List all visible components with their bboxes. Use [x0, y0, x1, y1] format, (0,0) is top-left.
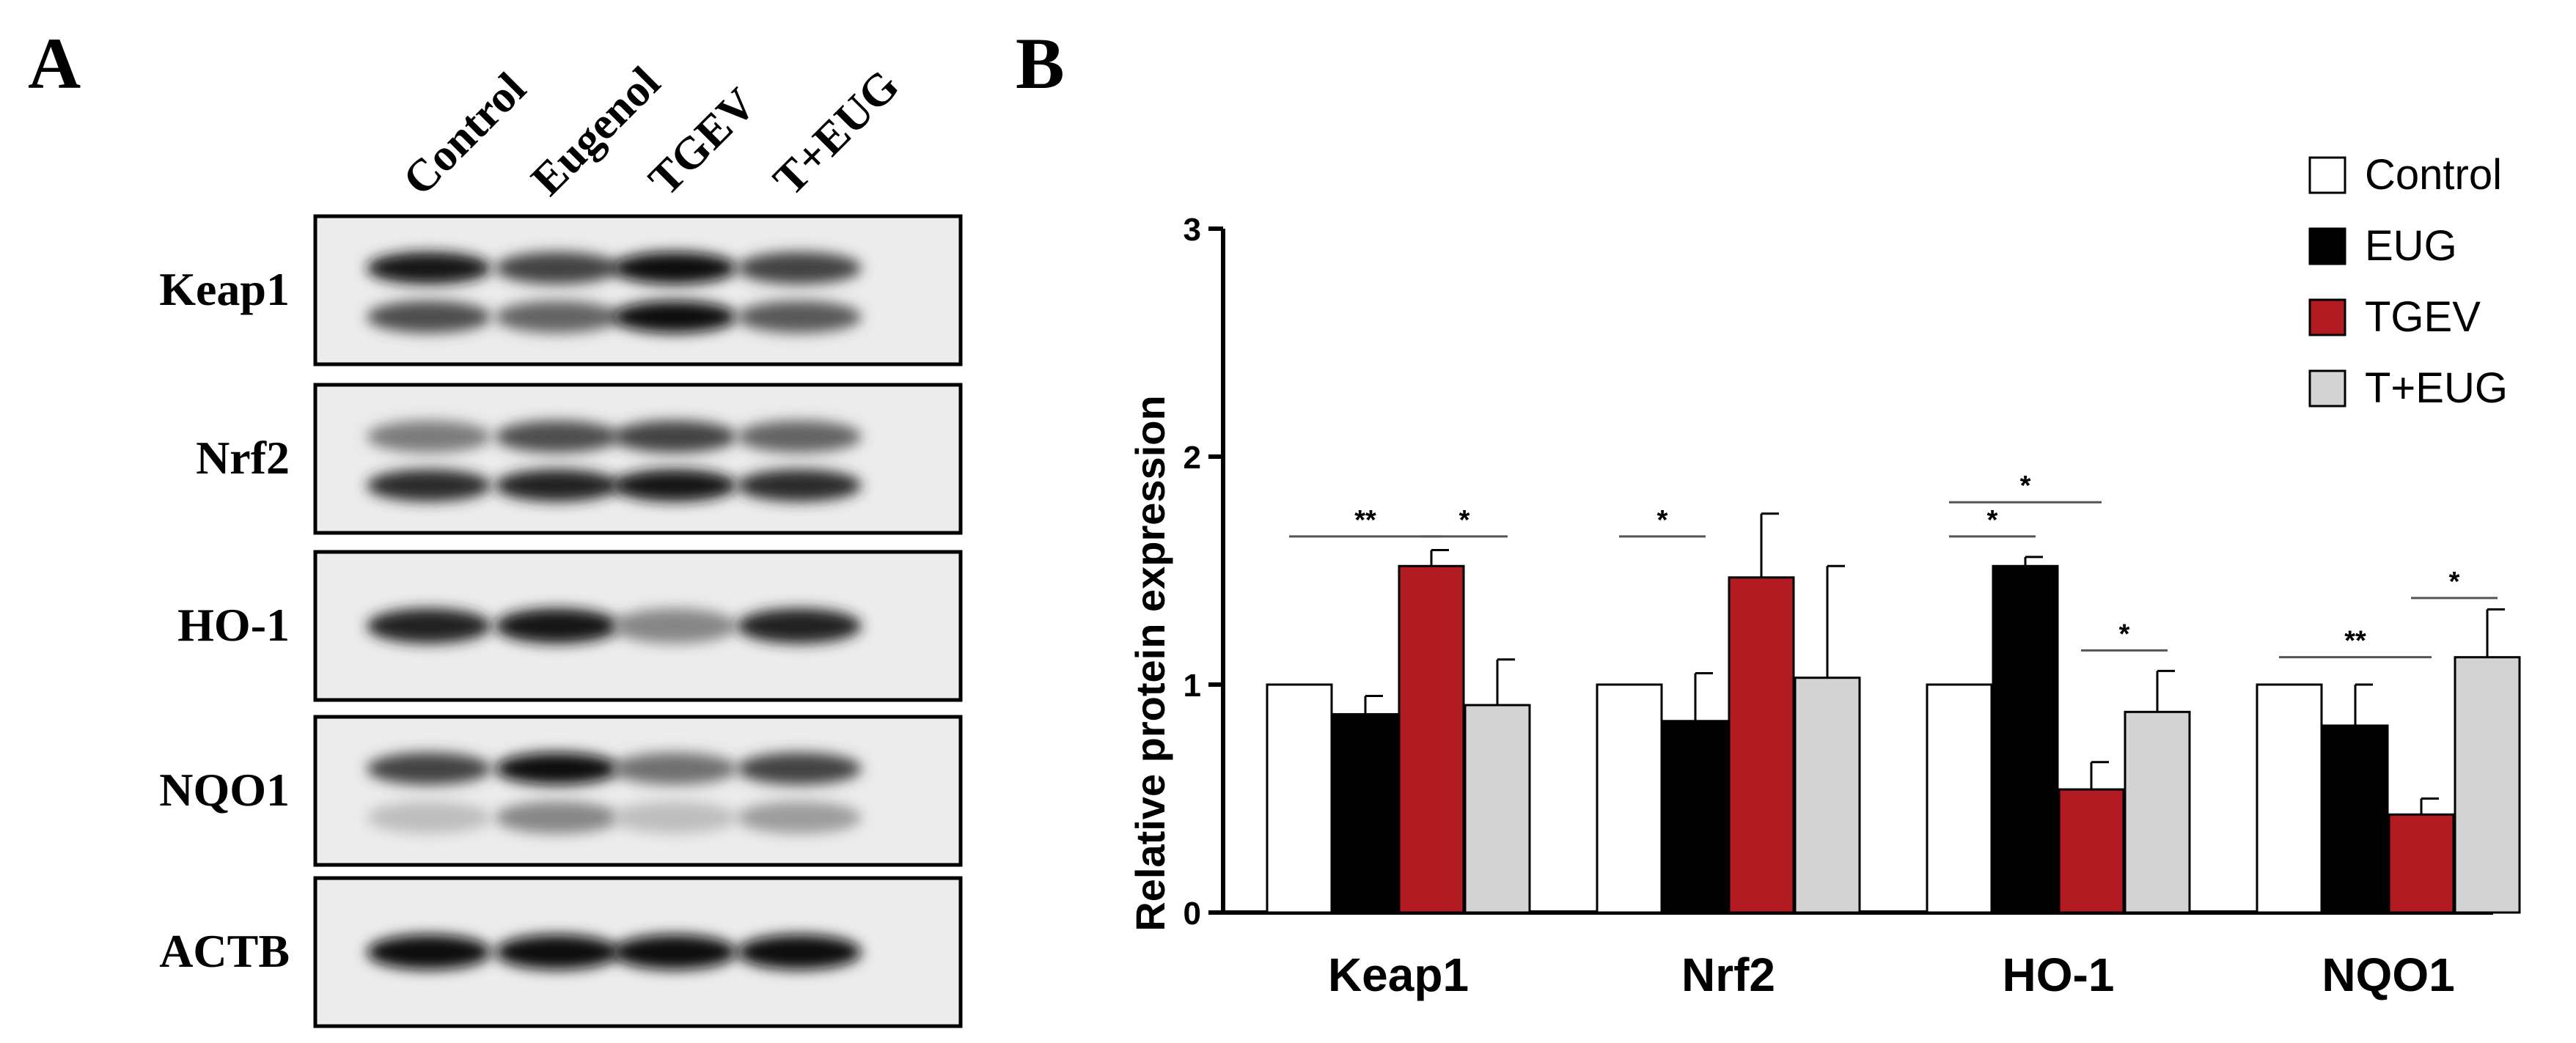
blot-band [612, 935, 737, 970]
legend-label: T+EUG [2365, 364, 2508, 412]
blot-band [737, 801, 862, 834]
blot-band [495, 608, 620, 644]
blot-band [612, 301, 737, 333]
legend-swatch [2308, 369, 2346, 408]
western-blot: ControlEugenolTGEVT+EUGKeap1Nrf2HO-1NQO1… [159, 57, 963, 1028]
significance-label: * [2119, 619, 2130, 649]
panel-b-label: B [1016, 23, 1065, 104]
blot-band [612, 420, 737, 453]
bar [2256, 683, 2323, 914]
blot-band [737, 752, 862, 785]
bar [1926, 683, 1993, 914]
blot-frame [313, 214, 963, 366]
blot-band [737, 420, 862, 453]
blot-band [612, 801, 737, 834]
legend-label: Control [2365, 151, 2502, 199]
bar [1266, 683, 1333, 914]
protein-label: NQO1 [159, 764, 290, 816]
bar [1662, 720, 1729, 914]
bar [1992, 564, 2059, 914]
blot-band [367, 752, 491, 785]
blot-frame [313, 715, 963, 867]
blot-band [495, 251, 620, 284]
panel-a-label: A [28, 23, 81, 104]
blot-band [367, 935, 491, 970]
blot-row: HO-1 [177, 550, 963, 702]
lane-label: Eugenol [522, 57, 670, 205]
blot-band [367, 801, 491, 834]
bar [1398, 564, 1465, 914]
bar [1596, 683, 1663, 914]
significance-label: * [1657, 505, 1668, 536]
blot-band [367, 608, 491, 644]
bar [2322, 724, 2389, 914]
significance-label: ** [1354, 505, 1376, 536]
bar-chart: Relative protein expression 0 1 2 3 Keap1 Nrf… [1127, 151, 2521, 1001]
significance-label: ** [2344, 626, 2366, 657]
lane-label: T+EUG [764, 61, 909, 205]
blot-frame [313, 383, 963, 535]
legend-swatch [2308, 156, 2346, 194]
blot-band [495, 935, 620, 970]
blot-band [612, 608, 737, 644]
x-tick-label: NQO1 [2322, 948, 2454, 1001]
blot-band [495, 752, 620, 785]
blot-band [367, 251, 491, 284]
x-tick-label: Nrf2 [1681, 948, 1775, 1001]
bar [1794, 677, 1861, 914]
blot-band [495, 469, 620, 502]
y-tick-label: 3 [1184, 212, 1201, 248]
bar [1728, 576, 1795, 914]
blot-band [495, 801, 620, 834]
y-tick-label: 1 [1184, 668, 1201, 704]
legend-swatch [2308, 227, 2346, 265]
blot-band [612, 251, 737, 284]
blot-band [367, 469, 491, 502]
blot-band [737, 251, 862, 284]
lane-label: Control [394, 63, 535, 204]
legend-label: EUG [2365, 222, 2457, 270]
protein-label: Nrf2 [196, 432, 290, 484]
blot-row: ACTB [159, 876, 963, 1028]
y-tick-label: 0 [1184, 896, 1201, 932]
protein-label: ACTB [159, 925, 290, 977]
bar [2388, 813, 2455, 914]
legend: Control EUG TGEV T+EUG [2308, 151, 2508, 412]
significance-label: * [1459, 505, 1470, 536]
blot-band [612, 469, 737, 502]
blot-band [737, 935, 862, 970]
x-tick-label: HO-1 [2003, 948, 2115, 1001]
legend-swatch [2308, 298, 2346, 336]
blot-band [367, 301, 491, 333]
bar [2058, 788, 2125, 914]
blot-row: Keap1 [159, 214, 963, 366]
x-tick-label: Keap1 [1328, 948, 1469, 1001]
significance-label: * [1987, 505, 1998, 536]
protein-label: HO-1 [177, 599, 290, 651]
blot-band [737, 469, 862, 502]
bar [1464, 704, 1531, 914]
significance-label: * [2020, 471, 2031, 501]
blot-band [737, 608, 862, 644]
legend-label: TGEV [2365, 293, 2481, 341]
y-tick-label: 2 [1184, 440, 1201, 476]
blot-band [367, 420, 491, 453]
protein-label: Keap1 [159, 263, 290, 315]
bar [2454, 656, 2521, 914]
bar [2124, 710, 2191, 914]
significance-label: * [2449, 567, 2460, 597]
blot-band [495, 420, 620, 453]
blot-band [495, 301, 620, 333]
blot-row: Nrf2 [196, 383, 963, 535]
y-axis-label: Relative protein expression [1127, 395, 1173, 931]
blot-band [737, 301, 862, 333]
blot-row: NQO1 [159, 715, 963, 867]
bar [1332, 712, 1399, 914]
blot-band [612, 752, 737, 785]
